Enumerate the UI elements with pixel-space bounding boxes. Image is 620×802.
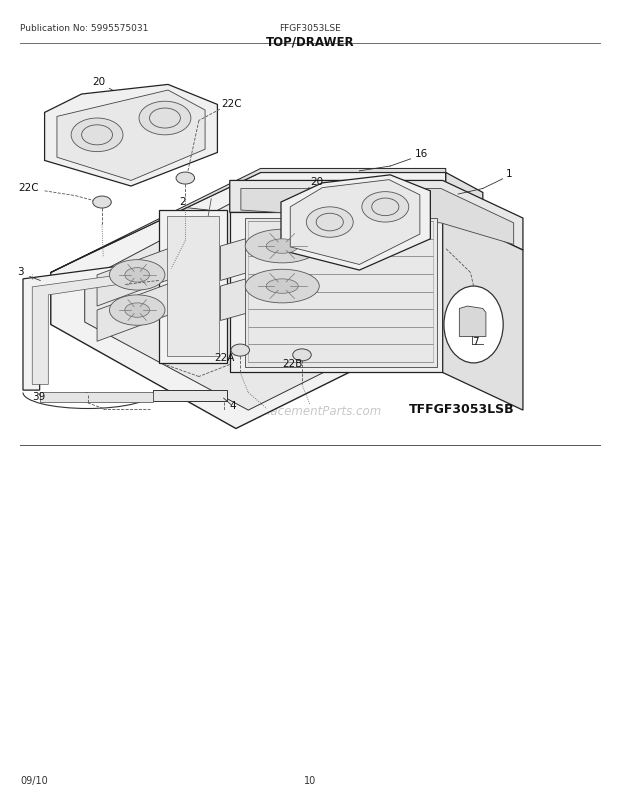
Polygon shape [290, 180, 420, 265]
Polygon shape [221, 211, 344, 282]
Polygon shape [40, 393, 153, 403]
Text: 22C: 22C [19, 183, 39, 192]
Ellipse shape [93, 196, 111, 209]
Polygon shape [153, 391, 227, 401]
Polygon shape [97, 282, 177, 342]
Polygon shape [57, 91, 205, 181]
Polygon shape [281, 176, 430, 271]
Ellipse shape [245, 270, 319, 303]
Text: 10: 10 [304, 775, 316, 784]
Polygon shape [446, 173, 483, 345]
Text: 22A: 22A [215, 352, 235, 363]
Polygon shape [459, 306, 486, 337]
Text: 22B: 22B [282, 358, 303, 369]
Ellipse shape [266, 240, 298, 254]
Ellipse shape [125, 303, 149, 318]
Ellipse shape [125, 269, 149, 283]
Text: 4: 4 [230, 400, 236, 410]
Ellipse shape [293, 350, 311, 362]
Polygon shape [32, 273, 144, 385]
Polygon shape [230, 181, 523, 251]
Text: 20: 20 [93, 76, 106, 87]
Text: 22C: 22C [222, 99, 242, 109]
Polygon shape [167, 217, 219, 357]
Polygon shape [245, 219, 436, 367]
Text: FFGF3053LSE: FFGF3053LSE [279, 24, 341, 33]
Text: TOP/DRAWER: TOP/DRAWER [266, 36, 354, 49]
Polygon shape [230, 213, 443, 373]
Ellipse shape [176, 172, 195, 184]
Polygon shape [159, 211, 227, 363]
Ellipse shape [362, 192, 409, 223]
Ellipse shape [372, 199, 399, 217]
Polygon shape [51, 169, 446, 273]
Ellipse shape [109, 261, 165, 290]
Ellipse shape [71, 119, 123, 152]
Text: 3: 3 [17, 267, 24, 277]
Ellipse shape [149, 109, 180, 129]
Text: 16: 16 [415, 149, 428, 160]
Ellipse shape [231, 345, 249, 357]
Text: TFFGF3053LSB: TFFGF3053LSB [409, 403, 514, 415]
Text: 09/10: 09/10 [20, 775, 48, 784]
Ellipse shape [109, 295, 165, 326]
Text: eReplacementParts.com: eReplacementParts.com [238, 405, 382, 418]
Polygon shape [97, 246, 177, 306]
Polygon shape [221, 252, 344, 321]
Polygon shape [241, 189, 514, 245]
Ellipse shape [82, 126, 112, 146]
Polygon shape [23, 265, 153, 391]
Polygon shape [51, 173, 446, 429]
Text: 39: 39 [32, 391, 45, 401]
Ellipse shape [139, 102, 191, 136]
Polygon shape [85, 195, 424, 411]
Polygon shape [45, 85, 218, 187]
Ellipse shape [306, 208, 353, 238]
Ellipse shape [245, 230, 319, 264]
Ellipse shape [316, 214, 343, 232]
Text: 2: 2 [179, 197, 186, 207]
Text: 7: 7 [472, 337, 479, 347]
Text: Publication No: 5995575031: Publication No: 5995575031 [20, 24, 148, 33]
Polygon shape [443, 213, 523, 411]
Circle shape [444, 286, 503, 363]
Ellipse shape [266, 280, 298, 294]
Text: 20: 20 [310, 177, 323, 187]
Text: 1: 1 [507, 169, 513, 179]
